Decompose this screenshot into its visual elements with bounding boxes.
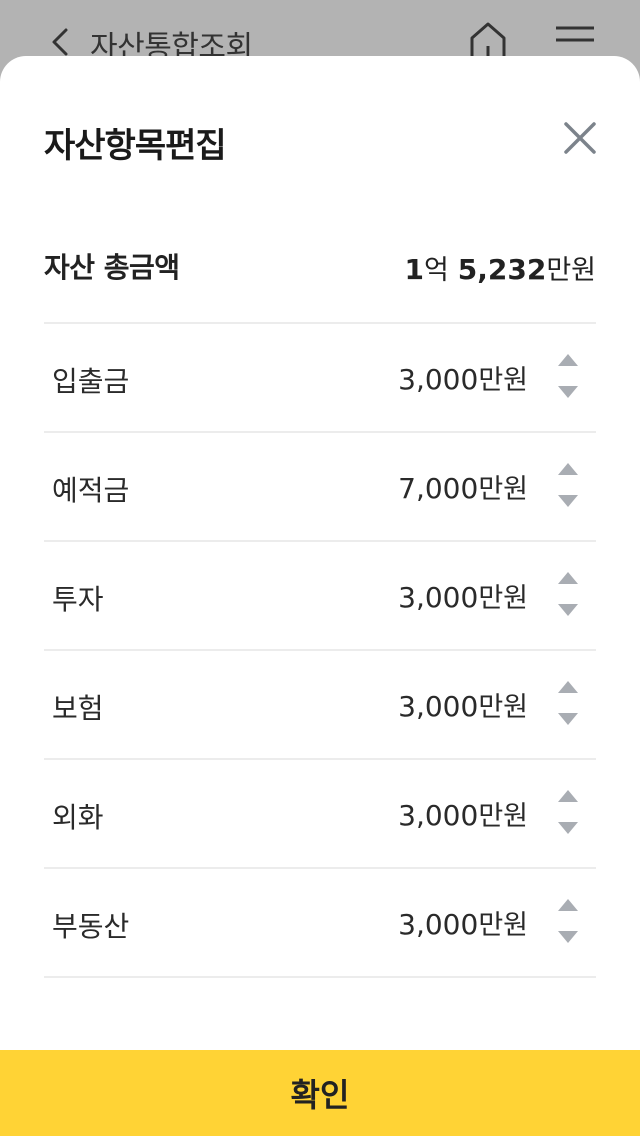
move-down-triangle-icon[interactable] <box>556 602 580 618</box>
sheet-title: 자산항목편집 <box>44 126 227 166</box>
asset-item-foreign-currency: 외화 3,000만원 <box>44 760 596 869</box>
move-up-triangle-icon[interactable] <box>556 352 580 368</box>
move-up-triangle-icon[interactable] <box>556 679 580 695</box>
asset-item-name: 투자 <box>52 583 104 616</box>
amount-unit: 만원 <box>478 474 528 505</box>
move-down-triangle-icon[interactable] <box>556 493 580 509</box>
hamburger-menu-icon <box>556 26 594 42</box>
amount-number: 7,000 <box>398 472 479 505</box>
asset-total-value: 1억 5,232만원 <box>405 248 597 287</box>
asset-item-amount: 3,000만원 <box>398 358 528 397</box>
asset-item-investment: 투자 3,000만원 <box>44 542 596 651</box>
total-eok-unit: 억 <box>423 255 449 286</box>
total-eok-number: 1 <box>404 253 424 286</box>
amount-unit: 만원 <box>478 692 528 723</box>
move-down-triangle-icon[interactable] <box>556 711 580 727</box>
move-up-triangle-icon[interactable] <box>556 461 580 477</box>
asset-item-name: 부동산 <box>52 910 130 943</box>
asset-edit-sheet: 자산항목편집 자산 총금액 1억 5,232만원 입출금 3,000만원 예적금… <box>0 56 640 1136</box>
amount-number: 3,000 <box>398 581 479 614</box>
move-down-triangle-icon[interactable] <box>556 820 580 836</box>
asset-item-amount: 3,000만원 <box>398 903 528 942</box>
asset-item-deposit: 입출금 3,000만원 <box>44 324 596 433</box>
asset-item-name: 보험 <box>52 692 104 725</box>
asset-total-row: 자산 총금액 1억 5,232만원 <box>44 236 596 296</box>
amount-number: 3,000 <box>398 908 479 941</box>
asset-item-name: 예적금 <box>52 474 130 507</box>
amount-unit: 만원 <box>478 365 528 396</box>
amount-number: 3,000 <box>398 363 479 396</box>
amount-number: 3,000 <box>398 799 479 832</box>
asset-item-real-estate: 부동산 3,000만원 <box>44 869 596 978</box>
asset-total-label: 자산 총금액 <box>44 251 180 284</box>
amount-unit: 만원 <box>478 583 528 614</box>
amount-unit: 만원 <box>478 801 528 832</box>
asset-item-name: 외화 <box>52 801 104 834</box>
total-man-unit: 만원 <box>546 255 596 286</box>
amount-number: 3,000 <box>398 690 479 723</box>
asset-item-amount: 7,000만원 <box>398 467 528 506</box>
asset-item-insurance: 보험 3,000만원 <box>44 651 596 760</box>
move-down-triangle-icon[interactable] <box>556 929 580 945</box>
asset-item-amount: 3,000만원 <box>398 576 528 615</box>
asset-item-list: 입출금 3,000만원 예적금 7,000만원 투자 3,000만원 보험 3,… <box>44 322 596 978</box>
asset-item-savings: 예적금 7,000만원 <box>44 433 596 542</box>
asset-item-amount: 3,000만원 <box>398 685 528 724</box>
move-up-triangle-icon[interactable] <box>556 788 580 804</box>
move-up-triangle-icon[interactable] <box>556 570 580 586</box>
move-up-triangle-icon[interactable] <box>556 897 580 913</box>
asset-item-name: 입출금 <box>52 365 130 398</box>
move-down-triangle-icon[interactable] <box>556 384 580 400</box>
amount-unit: 만원 <box>478 910 528 941</box>
back-chevron-icon <box>52 28 68 56</box>
asset-item-amount: 3,000만원 <box>398 794 528 833</box>
close-icon[interactable] <box>558 116 602 160</box>
confirm-button[interactable]: 확인 <box>0 1050 640 1136</box>
total-man-number: 5,232 <box>457 253 547 286</box>
